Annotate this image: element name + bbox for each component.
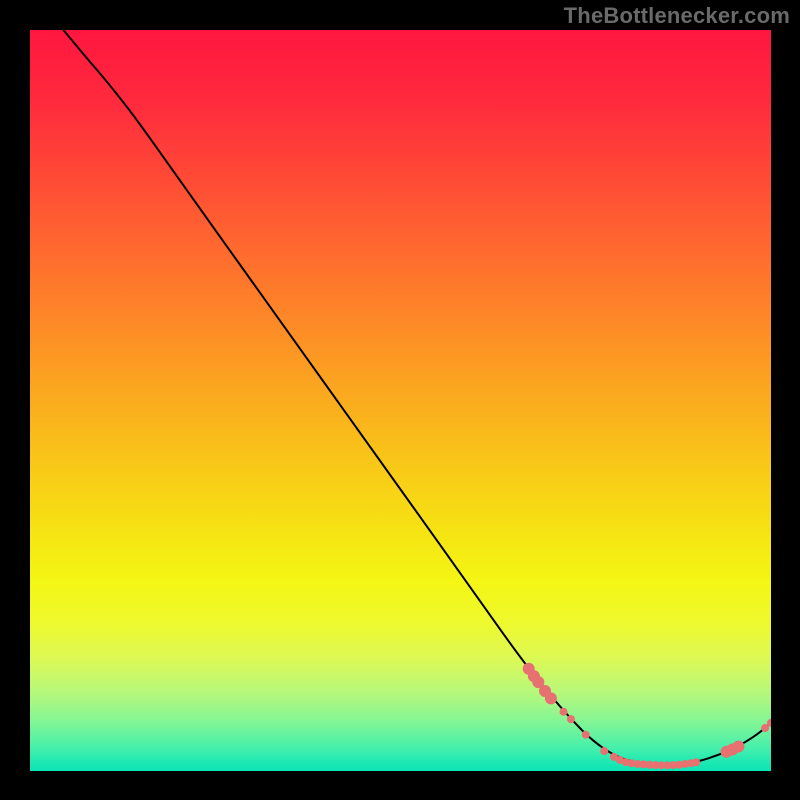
data-marker — [600, 747, 608, 755]
data-marker — [545, 692, 557, 704]
data-marker — [582, 731, 590, 739]
attribution-text: TheBottlenecker.com — [564, 3, 790, 29]
data-marker — [692, 758, 700, 766]
data-marker — [560, 708, 568, 716]
data-marker — [732, 741, 744, 753]
bottleneck-chart — [30, 30, 771, 771]
gradient-background — [30, 30, 771, 771]
data-marker — [567, 715, 575, 723]
